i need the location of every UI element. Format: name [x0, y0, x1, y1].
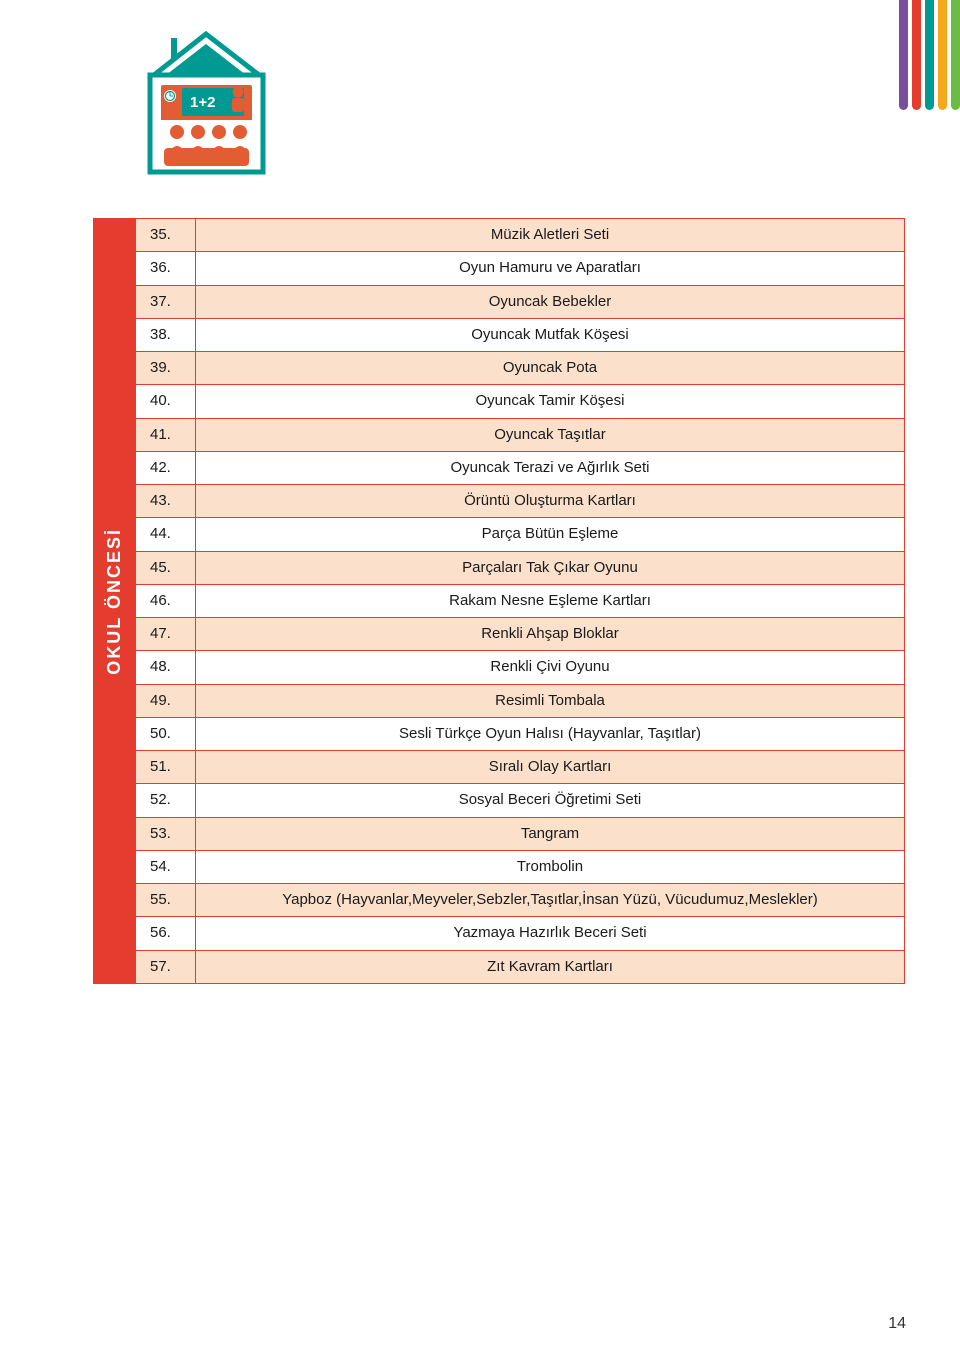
table-row: 53.Tangram: [136, 817, 905, 850]
row-number: 36.: [136, 252, 196, 285]
table-row: 47.Renkli Ahşap Bloklar: [136, 618, 905, 651]
row-desc: Rakam Nesne Eşleme Kartları: [196, 584, 905, 617]
row-desc: Renkli Ahşap Bloklar: [196, 618, 905, 651]
table-wrap: OKUL ÖNCESİ 35.Müzik Aletleri Seti36.Oyu…: [93, 218, 905, 984]
row-number: 57.: [136, 950, 196, 983]
row-number: 39.: [136, 352, 196, 385]
corner-bar: [899, 0, 908, 110]
row-number: 45.: [136, 551, 196, 584]
row-desc: Sıralı Olay Kartları: [196, 751, 905, 784]
corner-bars: [899, 0, 960, 110]
row-desc: Sosyal Beceri Öğretimi Seti: [196, 784, 905, 817]
corner-bar: [938, 0, 947, 110]
row-number: 38.: [136, 318, 196, 351]
row-desc: Tangram: [196, 817, 905, 850]
row-desc: Zıt Kavram Kartları: [196, 950, 905, 983]
row-desc: Yazmaya Hazırlık Beceri Seti: [196, 917, 905, 950]
side-tab: OKUL ÖNCESİ: [93, 218, 135, 984]
row-desc: Oyuncak Terazi ve Ağırlık Seti: [196, 451, 905, 484]
corner-bar: [951, 0, 960, 110]
row-desc: Sesli Türkçe Oyun Halısı (Hayvanlar, Taş…: [196, 717, 905, 750]
row-desc: Müzik Aletleri Seti: [196, 219, 905, 252]
table-row: 42.Oyuncak Terazi ve Ağırlık Seti: [136, 451, 905, 484]
table-row: 52.Sosyal Beceri Öğretimi Seti: [136, 784, 905, 817]
table-row: 45.Parçaları Tak Çıkar Oyunu: [136, 551, 905, 584]
table-row: 40.Oyuncak Tamir Köşesi: [136, 385, 905, 418]
table-row: 43.Örüntü Oluşturma Kartları: [136, 485, 905, 518]
table-row: 39.Oyuncak Pota: [136, 352, 905, 385]
side-tab-label: OKUL ÖNCESİ: [104, 528, 125, 675]
row-desc: Oyuncak Taşıtlar: [196, 418, 905, 451]
school-icon: 1+2: [144, 30, 269, 175]
row-number: 48.: [136, 651, 196, 684]
row-number: 35.: [136, 219, 196, 252]
table-row: 38.Oyuncak Mutfak Köşesi: [136, 318, 905, 351]
row-desc: Trombolin: [196, 850, 905, 883]
row-desc: Yapboz (Hayvanlar,Meyveler,Sebzler,Taşıt…: [196, 884, 905, 917]
row-number: 49.: [136, 684, 196, 717]
materials-table: 35.Müzik Aletleri Seti36.Oyun Hamuru ve …: [135, 218, 905, 984]
row-number: 50.: [136, 717, 196, 750]
row-desc: Renkli Çivi Oyunu: [196, 651, 905, 684]
table-row: 35.Müzik Aletleri Seti: [136, 219, 905, 252]
row-desc: Oyun Hamuru ve Aparatları: [196, 252, 905, 285]
table-row: 55.Yapboz (Hayvanlar,Meyveler,Sebzler,Ta…: [136, 884, 905, 917]
row-number: 40.: [136, 385, 196, 418]
row-desc: Parça Bütün Eşleme: [196, 518, 905, 551]
table-row: 56.Yazmaya Hazırlık Beceri Seti: [136, 917, 905, 950]
row-number: 54.: [136, 850, 196, 883]
page-number: 14: [888, 1315, 906, 1333]
corner-bar: [925, 0, 934, 110]
table-row: 50.Sesli Türkçe Oyun Halısı (Hayvanlar, …: [136, 717, 905, 750]
row-number: 44.: [136, 518, 196, 551]
row-desc: Parçaları Tak Çıkar Oyunu: [196, 551, 905, 584]
row-number: 55.: [136, 884, 196, 917]
row-desc: Oyuncak Pota: [196, 352, 905, 385]
row-number: 52.: [136, 784, 196, 817]
row-number: 42.: [136, 451, 196, 484]
table-row: 49.Resimli Tombala: [136, 684, 905, 717]
row-desc: Resimli Tombala: [196, 684, 905, 717]
row-number: 53.: [136, 817, 196, 850]
row-number: 46.: [136, 584, 196, 617]
table-row: 46.Rakam Nesne Eşleme Kartları: [136, 584, 905, 617]
table-row: 37.Oyuncak Bebekler: [136, 285, 905, 318]
table-row: 57.Zıt Kavram Kartları: [136, 950, 905, 983]
materials-tbody: 35.Müzik Aletleri Seti36.Oyun Hamuru ve …: [136, 219, 905, 984]
row-number: 41.: [136, 418, 196, 451]
table-row: 44.Parça Bütün Eşleme: [136, 518, 905, 551]
row-number: 56.: [136, 917, 196, 950]
svg-text:1+2: 1+2: [190, 94, 215, 111]
row-number: 43.: [136, 485, 196, 518]
table-row: 51.Sıralı Olay Kartları: [136, 751, 905, 784]
row-number: 37.: [136, 285, 196, 318]
row-desc: Oyuncak Tamir Köşesi: [196, 385, 905, 418]
row-desc: Örüntü Oluşturma Kartları: [196, 485, 905, 518]
table-row: 36.Oyun Hamuru ve Aparatları: [136, 252, 905, 285]
table-row: 48.Renkli Çivi Oyunu: [136, 651, 905, 684]
table-row: 41.Oyuncak Taşıtlar: [136, 418, 905, 451]
table-row: 54.Trombolin: [136, 850, 905, 883]
row-desc: Oyuncak Bebekler: [196, 285, 905, 318]
row-number: 47.: [136, 618, 196, 651]
row-desc: Oyuncak Mutfak Köşesi: [196, 318, 905, 351]
row-number: 51.: [136, 751, 196, 784]
corner-bar: [912, 0, 921, 110]
